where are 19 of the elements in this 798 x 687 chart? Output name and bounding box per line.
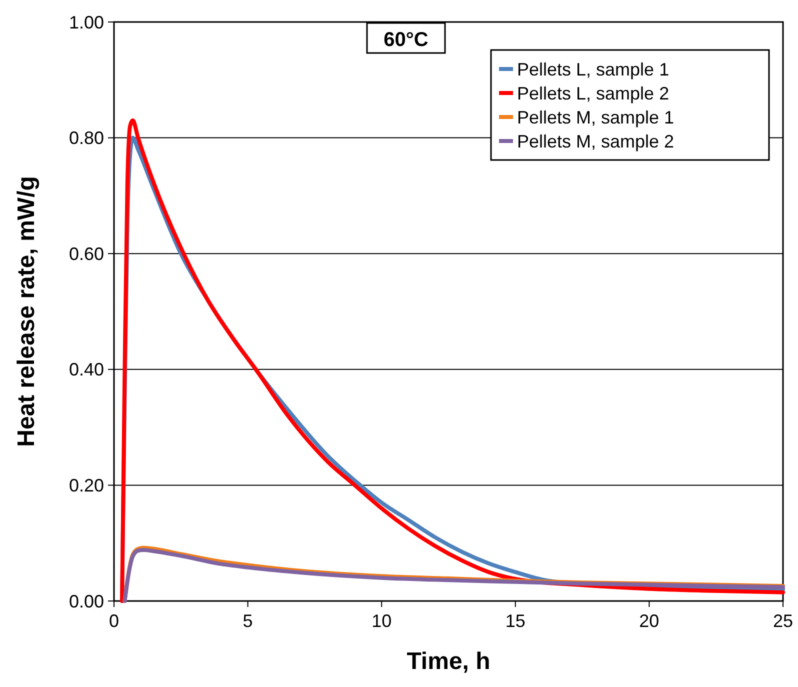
- y-tick-label: 0.20: [68, 476, 104, 496]
- x-axis-title: Time, h: [406, 648, 490, 675]
- chart-title: 60°C: [384, 29, 428, 51]
- y-tick-label: 0.80: [68, 128, 104, 148]
- legend-label: Pellets L, sample 2: [517, 83, 670, 104]
- y-axis-title: Heat release rate, mW/g: [13, 176, 40, 447]
- x-tick-label: 10: [372, 611, 392, 631]
- y-tick-label: 1.00: [68, 12, 104, 32]
- legend-label: Pellets M, sample 2: [517, 131, 674, 152]
- legend-label: Pellets M, sample 1: [517, 107, 674, 128]
- legend-label: Pellets L, sample 1: [517, 59, 670, 80]
- y-tick-label: 0.60: [68, 244, 104, 264]
- x-tick-label: 15: [505, 611, 526, 631]
- x-tick-label: 20: [639, 611, 660, 631]
- x-tick-label: 0: [108, 611, 120, 631]
- y-tick-label: 0.00: [68, 591, 104, 612]
- y-tick-label: 0.40: [68, 360, 104, 380]
- x-tick-label: 25: [772, 611, 794, 631]
- x-tick-label: 5: [242, 611, 253, 631]
